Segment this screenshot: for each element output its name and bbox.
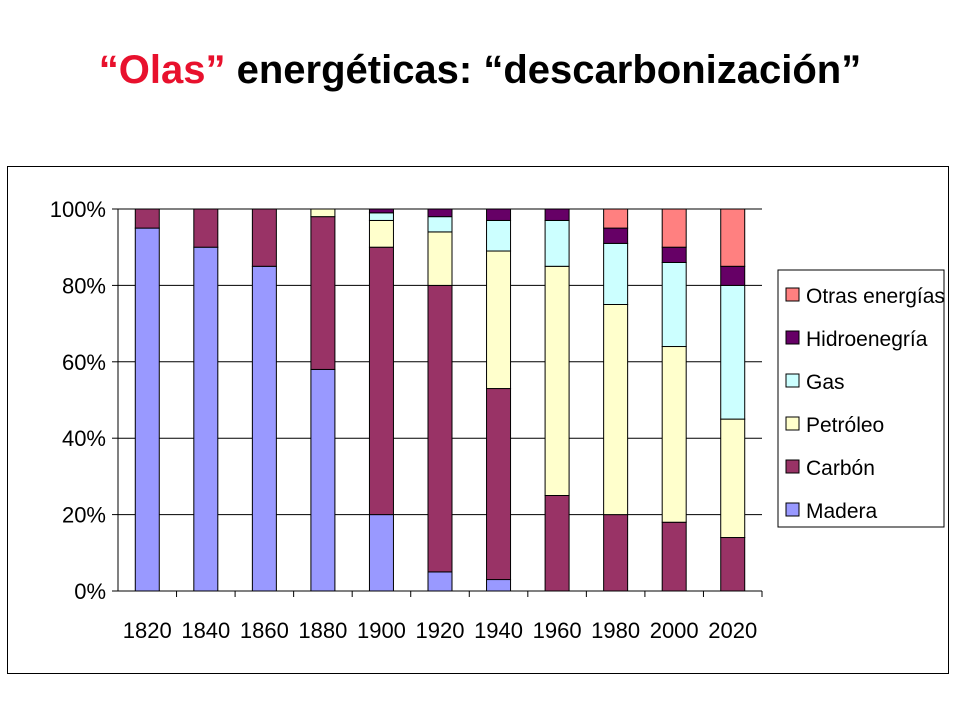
- bar-segment: [486, 579, 512, 592]
- bar-segment: [486, 250, 512, 390]
- bar-segment: [720, 208, 746, 267]
- legend-swatch: [785, 373, 800, 388]
- bar-segment: [603, 304, 629, 516]
- bar-segment: [427, 208, 453, 218]
- x-tick-label: 1860: [240, 618, 289, 643]
- bar-segment: [193, 246, 219, 592]
- bar-segment: [661, 346, 687, 523]
- bar-segment: [251, 208, 277, 267]
- bar-segment: [310, 216, 336, 370]
- x-tick-label: 1960: [533, 618, 582, 643]
- bar-segment: [661, 521, 687, 592]
- y-tick-label: 20%: [62, 503, 106, 528]
- legend-label: Petróleo: [806, 414, 884, 437]
- bar-segment: [486, 219, 512, 252]
- bar-segment: [486, 388, 512, 581]
- bar-segment: [427, 216, 453, 233]
- bar-segment: [368, 212, 394, 221]
- x-tick-label: 1820: [123, 618, 172, 643]
- legend-label: Hidroenegría: [806, 328, 928, 351]
- x-tick-label: 2020: [708, 618, 757, 643]
- legend-box: [777, 269, 945, 528]
- legend-swatch: [785, 502, 800, 517]
- title-rest: energéticas: “descarbonización”: [225, 48, 862, 92]
- legend-label: Otras energías: [806, 285, 945, 308]
- page-title: “Olas” energéticas: “descarbonización”: [0, 48, 960, 93]
- y-tick-label: 0%: [74, 579, 106, 604]
- bar-segment: [134, 227, 160, 592]
- bar-segment: [720, 418, 746, 539]
- legend-label: Gas: [806, 371, 845, 394]
- y-tick-label: 60%: [62, 350, 106, 375]
- bar-segment: [661, 246, 687, 263]
- bar-segment: [368, 208, 394, 214]
- x-tick-label: 1940: [474, 618, 523, 643]
- bar-segment: [486, 208, 512, 221]
- bar-segment: [427, 231, 453, 286]
- bar-segment: [720, 284, 746, 420]
- bar-segment: [251, 265, 277, 592]
- legend-swatch: [785, 459, 800, 474]
- bar-segment: [661, 261, 687, 348]
- bar-segment: [427, 284, 453, 573]
- bar-segment: [544, 208, 570, 221]
- x-tick-label: 1840: [181, 618, 230, 643]
- legend-label: Carbón: [806, 457, 875, 480]
- title-highlight: “Olas”: [98, 48, 226, 92]
- bar-segment: [193, 208, 219, 248]
- bar-segment: [603, 242, 629, 306]
- bar-segment: [368, 514, 394, 592]
- x-tick-label: 1920: [416, 618, 465, 643]
- bar-segment: [720, 265, 746, 286]
- legend-swatch: [785, 416, 800, 431]
- bar-segment: [661, 208, 687, 248]
- bar-segment: [544, 219, 570, 267]
- bar-segment: [427, 571, 453, 592]
- legend-label: Madera: [806, 500, 878, 523]
- bar-segment: [544, 265, 570, 496]
- bar-segment: [603, 514, 629, 592]
- x-tick-label: 2000: [650, 618, 699, 643]
- y-tick-label: 80%: [62, 273, 106, 298]
- x-tick-label: 1900: [357, 618, 406, 643]
- bar-segment: [603, 208, 629, 229]
- bar-segment: [368, 246, 394, 516]
- bar-segment: [134, 208, 160, 229]
- bar-segment: [720, 537, 746, 592]
- bar-segment: [603, 227, 629, 244]
- legend-swatch: [785, 330, 800, 345]
- legend-swatch: [785, 287, 800, 302]
- bar-segment: [368, 219, 394, 248]
- x-tick-label: 1880: [298, 618, 347, 643]
- y-tick-label: 40%: [62, 426, 106, 451]
- bar-segment: [544, 495, 570, 592]
- x-tick-label: 1980: [591, 618, 640, 643]
- y-tick-label: 100%: [50, 197, 106, 222]
- bar-segment: [310, 368, 336, 592]
- bar-segment: [310, 208, 336, 218]
